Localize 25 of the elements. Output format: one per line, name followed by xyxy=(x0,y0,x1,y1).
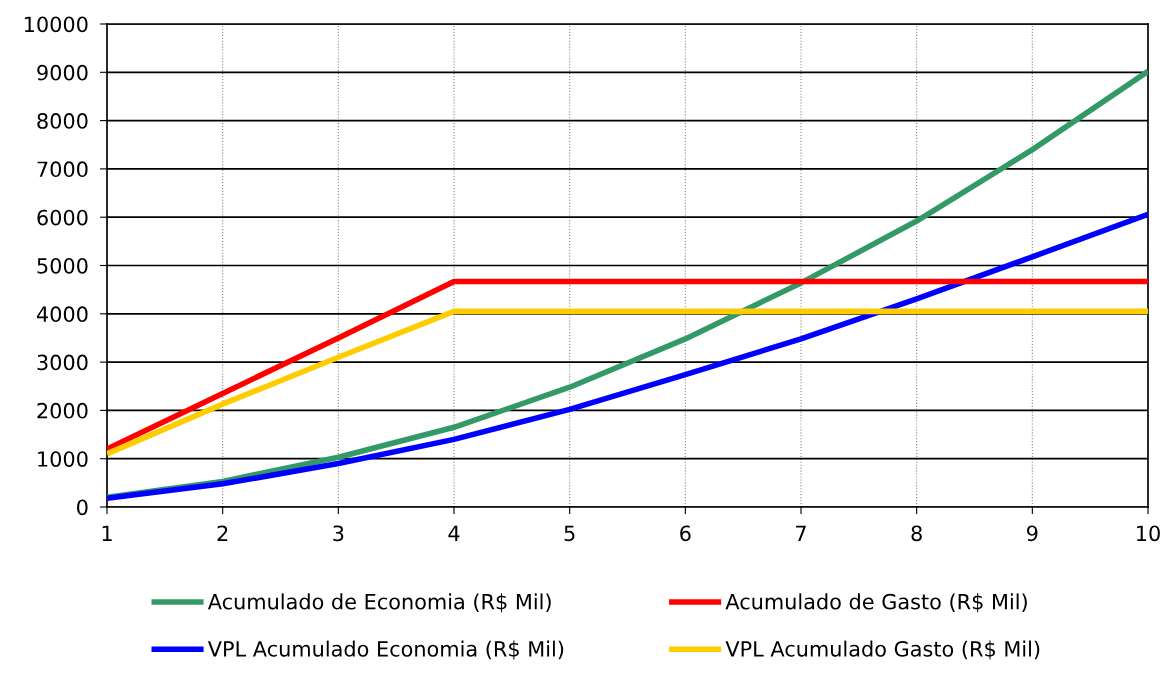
x-tick-label: 7 xyxy=(796,525,806,541)
y-tick-label: 8000 xyxy=(37,113,88,129)
y-tick-label: 4000 xyxy=(36,306,88,323)
legend-label: VPL Acumulado Economia (R$ Mil) xyxy=(207,640,564,660)
x-tick-label: 8 xyxy=(911,525,922,542)
y-tick-label: 3000 xyxy=(37,354,88,371)
x-tick-label: 1 xyxy=(102,525,112,541)
x-tick-label: 3 xyxy=(333,525,344,542)
x-tick-label: 6 xyxy=(680,525,691,542)
y-tick-label: 10000 xyxy=(24,16,88,33)
y-tick-label: 1000 xyxy=(38,451,88,467)
y-tick-label: 0 xyxy=(77,499,88,516)
y-tick-label: 5000 xyxy=(37,257,88,274)
x-tick-label: 9 xyxy=(1027,525,1038,542)
x-tick-label: 10 xyxy=(1137,525,1160,542)
y-tick-label: 6000 xyxy=(37,209,88,226)
y-tick-label: 7000 xyxy=(37,161,88,178)
y-tick-label: 9000 xyxy=(37,64,88,81)
x-tick-label: 5 xyxy=(564,525,575,542)
y-tick-label: 2000 xyxy=(37,402,88,419)
x-tick-label: 2 xyxy=(217,525,228,541)
x-tick-label: 4 xyxy=(448,525,460,541)
legend-label: Acumulado de Gasto (R$ Mil) xyxy=(725,593,1027,613)
legend-label: Acumulado de Economia (R$ Mil) xyxy=(207,593,551,613)
legend-label: VPL Acumulado Gasto (R$ Mil) xyxy=(725,640,1040,660)
